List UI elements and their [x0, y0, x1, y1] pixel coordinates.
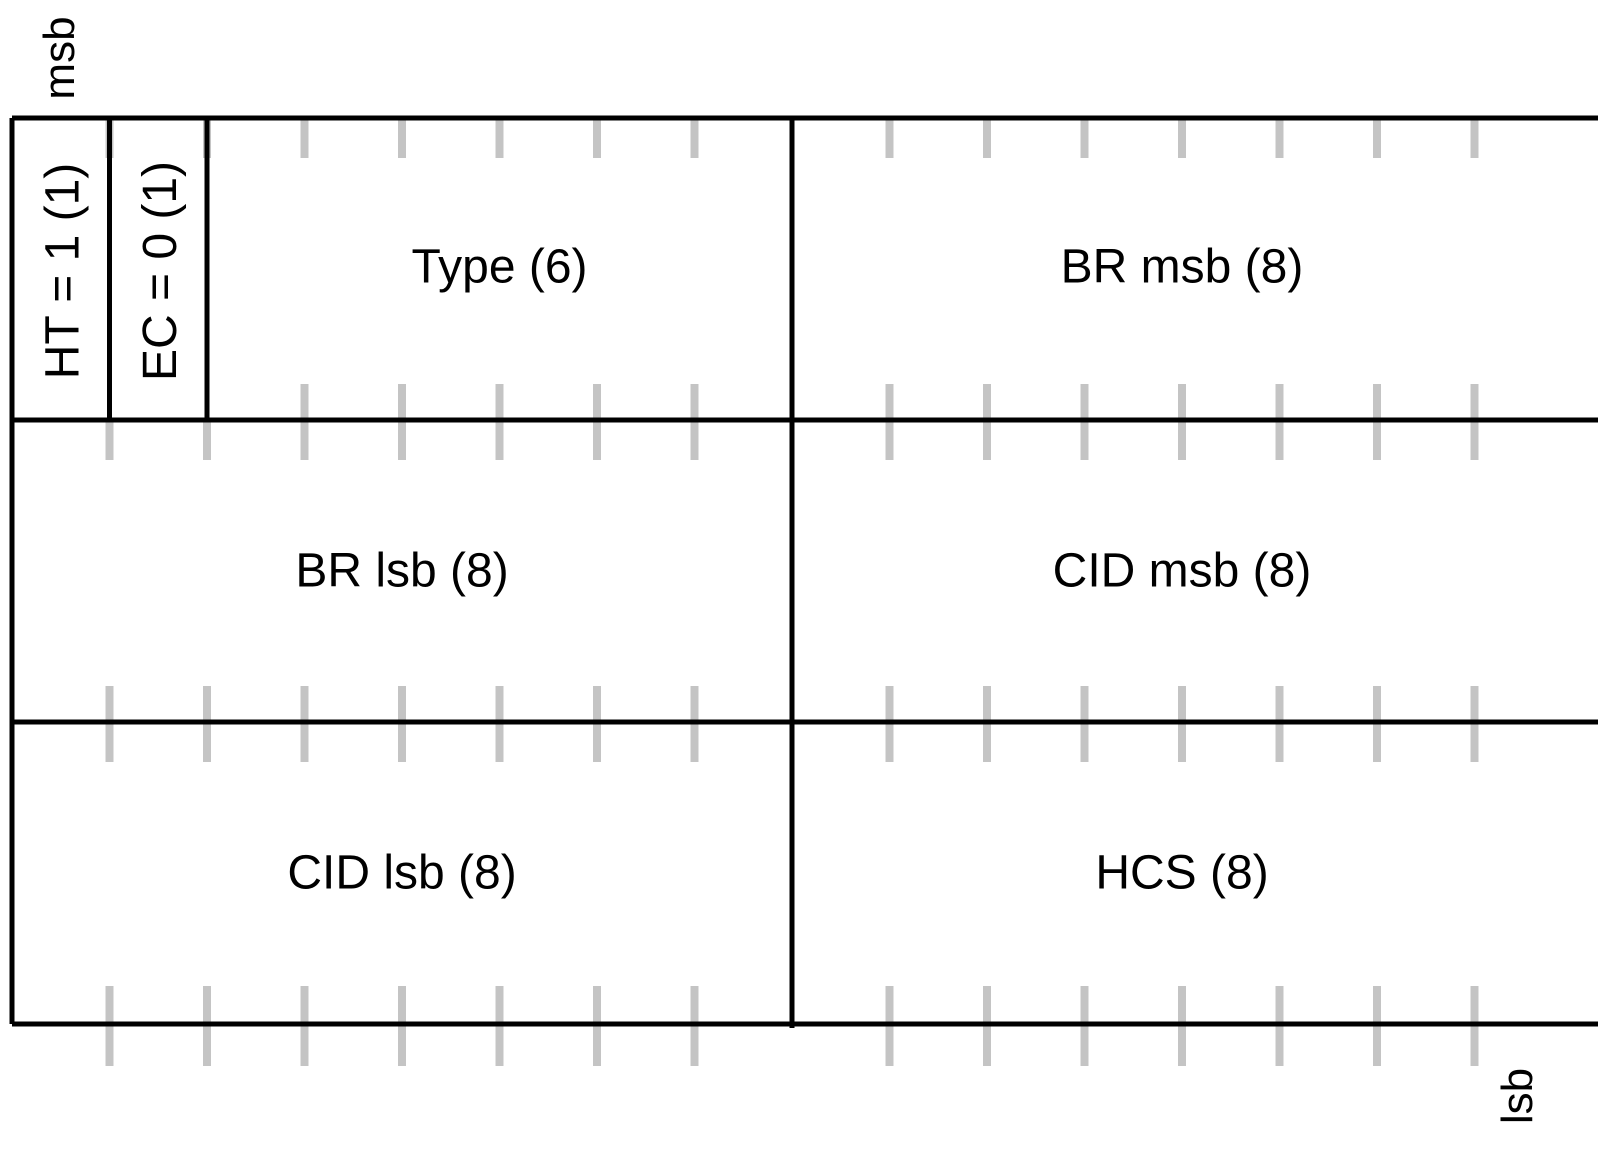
field-label: CID msb (8)	[1053, 545, 1312, 598]
field-dividers	[9, 115, 1598, 1028]
field-label: BR lsb (8)	[295, 545, 508, 598]
msb-label: msb	[35, 16, 84, 99]
field-label: EC = 0 (1)	[134, 161, 187, 381]
lsb-label: lsb	[1493, 1068, 1542, 1124]
field-labels: HT = 1 (1) EC = 0 (1) Type (6) BR msb (8) BR…	[36, 161, 1311, 900]
field-label: CID lsb (8)	[287, 847, 516, 900]
field-label: BR msb (8)	[1061, 241, 1304, 294]
field-label: HT = 1 (1)	[36, 163, 89, 380]
field-label: Type (6)	[411, 241, 587, 294]
field-label: HCS (8)	[1095, 847, 1268, 900]
